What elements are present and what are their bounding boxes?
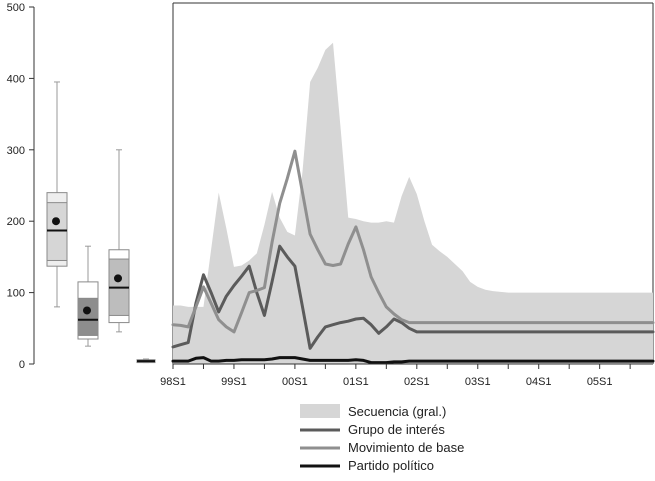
box-inner [77,297,99,336]
legend-item: Movimiento de base [300,440,464,455]
box-1 [46,81,68,308]
legend: Secuencia (gral.) Grupo de interés Movimie… [300,404,464,473]
legend-label: Secuencia (gral.) [348,404,446,419]
legend-label: Movimiento de base [348,440,464,455]
y-tick-label: 400 [7,73,25,85]
series-line-partido-politico [171,356,655,365]
box-2 [77,245,99,347]
y-axis: 0 100 200 300 400 500 [7,2,35,371]
x-tick-label: 03S1 [465,376,491,388]
series-line-movimiento-de-base [171,149,655,334]
y-tick-label: 0 [19,359,25,371]
x-tick-label: 98S1 [160,376,186,388]
x-tick-label: 01S1 [343,376,369,388]
legend-swatch [300,404,340,418]
mean-marker [52,217,60,226]
x-tick-label: 04S1 [526,376,552,388]
time-series-plot [171,2,655,365]
legend-item: Secuencia (gral.) [300,404,446,419]
series-area-secuencia [173,42,653,364]
box-plots [46,81,156,364]
legend-item: Grupo de interés [300,422,445,437]
x-tick-label: 05S1 [587,376,613,388]
mean-marker [83,306,91,315]
x-tick-label: 02S1 [404,376,430,388]
legend-label: Grupo de interés [348,422,445,437]
legend-item: Partido político [300,458,434,473]
y-tick-label: 300 [7,145,25,157]
y-tick-label: 500 [7,2,25,14]
y-tick-label: 200 [7,216,25,228]
mean-marker [114,274,122,283]
x-tick-label: 99S1 [221,376,247,388]
legend-label: Partido político [348,458,434,473]
box-4 [136,358,156,364]
x-axis: 98S1 99S1 00S1 01S1 02S1 03S1 04S1 05S1 [160,364,631,388]
box-3 [108,149,130,333]
y-tick-label: 100 [7,288,25,300]
x-tick-label: 00S1 [282,376,308,388]
series-line-grupo-de-interes [171,244,655,350]
box-inner [46,202,68,261]
